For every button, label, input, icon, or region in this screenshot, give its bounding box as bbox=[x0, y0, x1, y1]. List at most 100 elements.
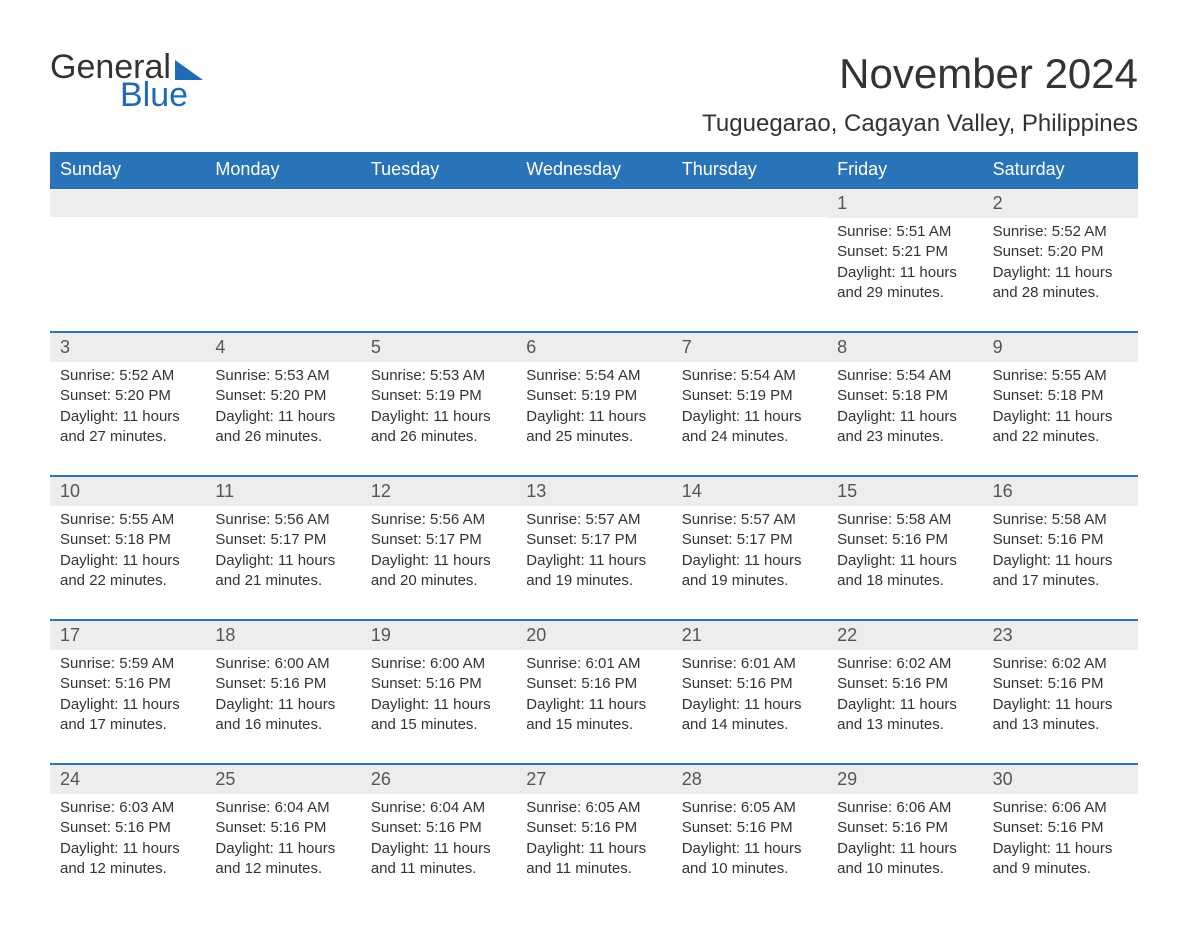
daylight-line: Daylight: 11 hours and 14 minutes. bbox=[682, 695, 817, 736]
empty-cell bbox=[50, 189, 205, 331]
sunset-line: Sunset: 5:16 PM bbox=[682, 674, 817, 694]
sunrise-line: Sunrise: 5:58 AM bbox=[837, 510, 972, 530]
day-body: Sunrise: 6:00 AMSunset: 5:16 PMDaylight:… bbox=[361, 650, 516, 735]
day-body: Sunrise: 5:58 AMSunset: 5:16 PMDaylight:… bbox=[827, 506, 982, 591]
daylight-line: Daylight: 11 hours and 15 minutes. bbox=[526, 695, 661, 736]
sunrise-line: Sunrise: 5:52 AM bbox=[993, 222, 1128, 242]
day-number: 10 bbox=[50, 477, 205, 506]
day-number: 18 bbox=[205, 621, 360, 650]
daylight-line: Daylight: 11 hours and 13 minutes. bbox=[993, 695, 1128, 736]
daylight-line: Daylight: 11 hours and 17 minutes. bbox=[993, 551, 1128, 592]
daylight-line: Daylight: 11 hours and 19 minutes. bbox=[526, 551, 661, 592]
day-body: Sunrise: 6:02 AMSunset: 5:16 PMDaylight:… bbox=[983, 650, 1138, 735]
sunset-line: Sunset: 5:20 PM bbox=[215, 386, 350, 406]
header: General Blue November 2024 Tuguegarao, C… bbox=[50, 50, 1138, 138]
daylight-line: Daylight: 11 hours and 26 minutes. bbox=[371, 407, 506, 448]
day-body: Sunrise: 5:54 AMSunset: 5:18 PMDaylight:… bbox=[827, 362, 982, 447]
day-cell: 26Sunrise: 6:04 AMSunset: 5:16 PMDayligh… bbox=[361, 765, 516, 907]
day-cell: 13Sunrise: 5:57 AMSunset: 5:17 PMDayligh… bbox=[516, 477, 671, 619]
sunrise-line: Sunrise: 5:54 AM bbox=[526, 366, 661, 386]
daylight-line: Daylight: 11 hours and 9 minutes. bbox=[993, 839, 1128, 880]
sunset-line: Sunset: 5:18 PM bbox=[993, 386, 1128, 406]
daylight-line: Daylight: 11 hours and 10 minutes. bbox=[682, 839, 817, 880]
sunset-line: Sunset: 5:21 PM bbox=[837, 242, 972, 262]
day-cell: 22Sunrise: 6:02 AMSunset: 5:16 PMDayligh… bbox=[827, 621, 982, 763]
day-cell: 15Sunrise: 5:58 AMSunset: 5:16 PMDayligh… bbox=[827, 477, 982, 619]
day-body: Sunrise: 6:01 AMSunset: 5:16 PMDaylight:… bbox=[672, 650, 827, 735]
sunrise-line: Sunrise: 6:02 AM bbox=[837, 654, 972, 674]
day-number: 11 bbox=[205, 477, 360, 506]
day-number-empty bbox=[672, 189, 827, 217]
sunrise-line: Sunrise: 5:55 AM bbox=[60, 510, 195, 530]
day-cell: 1Sunrise: 5:51 AMSunset: 5:21 PMDaylight… bbox=[827, 189, 982, 331]
week-row: 1Sunrise: 5:51 AMSunset: 5:21 PMDaylight… bbox=[50, 187, 1138, 331]
sunset-line: Sunset: 5:16 PM bbox=[682, 818, 817, 838]
day-cell: 16Sunrise: 5:58 AMSunset: 5:16 PMDayligh… bbox=[983, 477, 1138, 619]
daylight-line: Daylight: 11 hours and 12 minutes. bbox=[60, 839, 195, 880]
weeks-container: 1 Sunrise: 5:51 AMSunset: 5:21 PM Daylight… bbox=[50, 187, 1138, 907]
sunrise-line: Sunrise: 5:55 AM bbox=[993, 366, 1128, 386]
sunrise-line: Sunrise: 6:00 AM bbox=[371, 654, 506, 674]
sunrise-line: Sunrise: 5:52 AM bbox=[60, 366, 195, 386]
day-body: Sunrise: 6:02 AMSunset: 5:16 PMDaylight:… bbox=[827, 650, 982, 735]
sunrise-line: Sunrise: 6:02 AM bbox=[993, 654, 1128, 674]
daylight-line: Daylight: 11 hours and 15 minutes. bbox=[371, 695, 506, 736]
sunset-line: Sunset: 5:16 PM bbox=[60, 674, 195, 694]
sunrise-line: Sunrise: 6:04 AM bbox=[215, 798, 350, 818]
day-cell: 20Sunrise: 6:01 AMSunset: 5:16 PMDayligh… bbox=[516, 621, 671, 763]
day-body: Sunrise: 5:58 AMSunset: 5:16 PMDaylight:… bbox=[983, 506, 1138, 591]
day-number: 27 bbox=[516, 765, 671, 794]
day-body: Sunrise: 6:05 AMSunset: 5:16 PMDaylight:… bbox=[672, 794, 827, 879]
day-cell: 28Sunrise: 6:05 AMSunset: 5:16 PMDayligh… bbox=[672, 765, 827, 907]
sunset-line: Sunset: 5:17 PM bbox=[371, 530, 506, 550]
weekday-cell: Thursday bbox=[672, 152, 827, 187]
sunset-line: Sunset: 5:16 PM bbox=[837, 530, 972, 550]
sunset-line: Sunset: 5:16 PM bbox=[837, 818, 972, 838]
sunrise-line: Sunrise: 6:00 AM bbox=[215, 654, 350, 674]
day-body: Sunrise: 6:05 AMSunset: 5:16 PMDaylight:… bbox=[516, 794, 671, 879]
day-body: Sunrise: 6:03 AMSunset: 5:16 PMDaylight:… bbox=[50, 794, 205, 879]
day-number: 1 bbox=[827, 189, 982, 218]
sunrise-line: Sunrise: 6:06 AM bbox=[837, 798, 972, 818]
day-number: 22 bbox=[827, 621, 982, 650]
sunset-line: Sunset: 5:16 PM bbox=[993, 818, 1128, 838]
daylight-line: Daylight: 11 hours and 17 minutes. bbox=[60, 695, 195, 736]
weekday-cell: Wednesday bbox=[516, 152, 671, 187]
sunrise-line: Sunrise: 5:51 AM bbox=[837, 222, 972, 242]
day-body: Sunrise: 5:53 AMSunset: 5:20 PMDaylight:… bbox=[205, 362, 360, 447]
daylight-line: Daylight: 11 hours and 20 minutes. bbox=[371, 551, 506, 592]
day-cell: 6Sunrise: 5:54 AMSunset: 5:19 PMDaylight… bbox=[516, 333, 671, 475]
sunset-line: Sunset: 5:16 PM bbox=[371, 674, 506, 694]
day-number: 8 bbox=[827, 333, 982, 362]
sunset-line: Sunset: 5:16 PM bbox=[526, 674, 661, 694]
week-row: 24Sunrise: 6:03 AMSunset: 5:16 PMDayligh… bbox=[50, 763, 1138, 907]
sunrise-line: Sunrise: 6:01 AM bbox=[526, 654, 661, 674]
day-body: Sunrise: 6:06 AMSunset: 5:16 PMDaylight:… bbox=[827, 794, 982, 879]
day-number: 15 bbox=[827, 477, 982, 506]
day-cell: 24Sunrise: 6:03 AMSunset: 5:16 PMDayligh… bbox=[50, 765, 205, 907]
day-cell: 8Sunrise: 5:54 AMSunset: 5:18 PMDaylight… bbox=[827, 333, 982, 475]
empty-cell bbox=[361, 189, 516, 331]
sunset-line: Sunset: 5:17 PM bbox=[215, 530, 350, 550]
day-number: 24 bbox=[50, 765, 205, 794]
sunset-line: Sunset: 5:16 PM bbox=[526, 818, 661, 838]
calendar: SundayMondayTuesdayWednesdayThursdayFrid… bbox=[50, 152, 1138, 907]
week-row: 17Sunrise: 5:59 AMSunset: 5:16 PMDayligh… bbox=[50, 619, 1138, 763]
day-body: Sunrise: 6:04 AMSunset: 5:16 PMDaylight:… bbox=[361, 794, 516, 879]
day-cell: 14Sunrise: 5:57 AMSunset: 5:17 PMDayligh… bbox=[672, 477, 827, 619]
weekday-cell: Tuesday bbox=[361, 152, 516, 187]
sunrise-line: Sunrise: 6:03 AM bbox=[60, 798, 195, 818]
day-number: 5 bbox=[361, 333, 516, 362]
daylight-line: Daylight: 11 hours and 26 minutes. bbox=[215, 407, 350, 448]
sunrise-line: Sunrise: 6:06 AM bbox=[993, 798, 1128, 818]
sunrise-line: Sunrise: 6:05 AM bbox=[526, 798, 661, 818]
day-cell: 5Sunrise: 5:53 AMSunset: 5:19 PMDaylight… bbox=[361, 333, 516, 475]
day-number: 3 bbox=[50, 333, 205, 362]
weekday-cell: Monday bbox=[205, 152, 360, 187]
daylight-line: Daylight: 11 hours and 22 minutes. bbox=[993, 407, 1128, 448]
day-number: 7 bbox=[672, 333, 827, 362]
sunset-line: Sunset: 5:16 PM bbox=[60, 818, 195, 838]
day-body: Sunrise: 6:00 AMSunset: 5:16 PMDaylight:… bbox=[205, 650, 360, 735]
day-body: Sunrise: 5:57 AMSunset: 5:17 PMDaylight:… bbox=[516, 506, 671, 591]
sunrise-line: Sunrise: 5:53 AM bbox=[215, 366, 350, 386]
